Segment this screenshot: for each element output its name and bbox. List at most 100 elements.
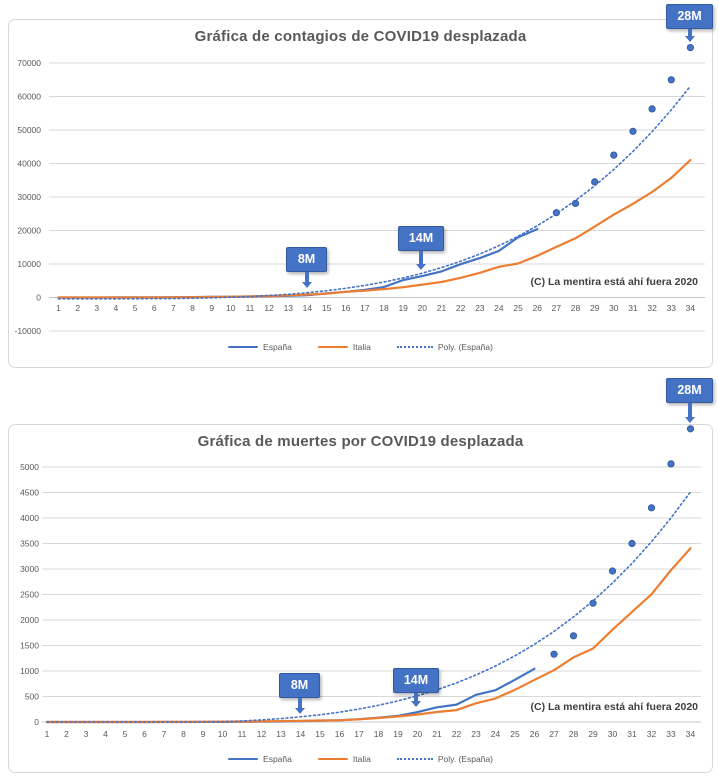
- x-tick-label: 17: [354, 729, 364, 739]
- espana-marker: [550, 650, 558, 658]
- x-tick-label: 16: [335, 729, 345, 739]
- legend-label-poly: Poly. (España): [437, 342, 493, 352]
- arrow-down-icon: [415, 251, 427, 270]
- espana-marker: [647, 504, 656, 512]
- y-tick-label: 40000: [17, 158, 41, 168]
- x-tick-label: 12: [264, 303, 274, 313]
- legend-item-poly: Poly. (España): [396, 754, 493, 764]
- x-tick-label: 31: [628, 303, 638, 313]
- x-tick-label: 13: [276, 729, 286, 739]
- x-tick-label: 7: [162, 729, 167, 739]
- italia-line-sample-icon: [317, 757, 348, 761]
- y-tick-label: 1000: [20, 666, 39, 676]
- x-tick-label: 27: [552, 303, 562, 313]
- legend-item-italia: Italia: [317, 342, 371, 352]
- legend-label-espana: España: [263, 342, 292, 352]
- y-tick-label: 70000: [17, 58, 41, 68]
- x-tick-label: 33: [666, 729, 676, 739]
- y-tick-label: -10000: [15, 326, 42, 336]
- callout-label: 28M: [666, 4, 713, 29]
- x-tick-label: 18: [379, 303, 389, 313]
- x-tick-label: 10: [218, 729, 228, 739]
- callout-14m-muertes: 14M: [393, 668, 439, 707]
- y-tick-label: 10000: [17, 259, 41, 269]
- x-tick-label: 18: [374, 729, 384, 739]
- espana-marker: [667, 76, 675, 84]
- callout-28m-muertes: 28M: [666, 378, 713, 423]
- x-tick-label: 12: [257, 729, 267, 739]
- x-tick-label: 31: [627, 729, 637, 739]
- x-tick-label: 30: [609, 303, 619, 313]
- y-tick-label: 4000: [20, 513, 39, 523]
- x-tick-label: 17: [360, 303, 370, 313]
- x-tick-label: 26: [533, 303, 543, 313]
- x-tick-label: 20: [418, 303, 428, 313]
- x-tick-label: 3: [94, 303, 99, 313]
- x-tick-label: 21: [437, 303, 447, 313]
- x-tick-label: 26: [530, 729, 540, 739]
- y-tick-label: 30000: [17, 192, 41, 202]
- x-tick-label: 9: [209, 303, 214, 313]
- x-tick-label: 14: [303, 303, 313, 313]
- watermark-text: (C) La mentira está ahí fuera 2020: [530, 701, 698, 713]
- x-tick-label: 29: [590, 303, 600, 313]
- espana-marker: [610, 151, 618, 159]
- y-tick-label: 20000: [17, 225, 41, 235]
- espana-marker: [648, 105, 656, 113]
- poly-espana-line: [46, 491, 692, 723]
- arrow-down-icon: [294, 698, 306, 714]
- chart-canvas: -10000 0 10000 20000 30000 40000 50000 60000 700…: [15, 43, 705, 336]
- legend-label-espana: España: [263, 754, 292, 764]
- italia-line: [45, 547, 692, 724]
- chart-title-contagios: Gráfica de contagios de COVID19 desplaza…: [194, 28, 527, 45]
- x-tick-label: 34: [686, 303, 696, 313]
- x-tick-label: 5: [123, 729, 128, 739]
- x-tick-label: 1: [56, 303, 61, 313]
- x-tick-label: 2: [64, 729, 69, 739]
- x-tick-label: 33: [667, 303, 677, 313]
- x-tick-label: 9: [201, 729, 206, 739]
- watermark-text: (C) La mentira está ahí fuera 2020: [530, 276, 698, 288]
- espana-marker: [608, 567, 617, 575]
- espana-marker: [686, 43, 695, 52]
- y-tick-label: 50000: [17, 125, 41, 135]
- x-tick-label: 8: [190, 303, 195, 313]
- x-tick-label: 28: [571, 303, 581, 313]
- x-tick-label: 19: [393, 729, 403, 739]
- y-tick-label: 0: [34, 717, 39, 727]
- x-tick-label: 25: [513, 303, 523, 313]
- callout-8m-muertes: 8M: [279, 673, 320, 714]
- callout-label: 14M: [393, 668, 439, 693]
- callout-label: 8M: [286, 247, 327, 272]
- y-tick-label: 1500: [20, 640, 39, 650]
- poly-line-sample-icon: [396, 346, 433, 348]
- callout-label: 8M: [279, 673, 320, 698]
- x-tick-label: 22: [456, 303, 466, 313]
- x-tick-label: 15: [315, 729, 325, 739]
- x-tick-label: 11: [238, 729, 247, 739]
- y-tick-label: 2000: [20, 615, 39, 625]
- legend-item-italia: Italia: [317, 754, 371, 764]
- chart-title-muertes: Gráfica de muertes por COVID19 desplazad…: [197, 433, 524, 450]
- x-tick-label: 16: [341, 303, 351, 313]
- espana-marker: [667, 460, 675, 468]
- y-tick-label: 3000: [20, 564, 39, 574]
- legend: España Italia Poly. (España): [9, 342, 712, 352]
- x-tick-label: 15: [322, 303, 332, 313]
- x-tick-label: 34: [686, 729, 696, 739]
- x-tick-label: 22: [452, 729, 462, 739]
- callout-8m-contagios: 8M: [286, 247, 327, 288]
- x-tick-label: 19: [398, 303, 408, 313]
- callout-label: 14M: [398, 226, 444, 251]
- y-tick-label: 5000: [20, 462, 39, 472]
- legend-label-italia: Italia: [352, 342, 371, 352]
- espana-line-sample-icon: [228, 757, 259, 761]
- arrow-down-icon: [684, 29, 696, 42]
- x-tick-label: 23: [475, 303, 485, 313]
- chart-canvas: 0 500 1000 1500 2000 2500 3000 3500 4000 4500 5000…: [20, 425, 701, 739]
- x-tick-label: 4: [103, 729, 108, 739]
- x-tick-label: 4: [114, 303, 119, 313]
- legend-item-poly: Poly. (España): [396, 342, 493, 352]
- y-tick-label: 3500: [20, 538, 39, 548]
- arrow-down-icon: [684, 403, 696, 423]
